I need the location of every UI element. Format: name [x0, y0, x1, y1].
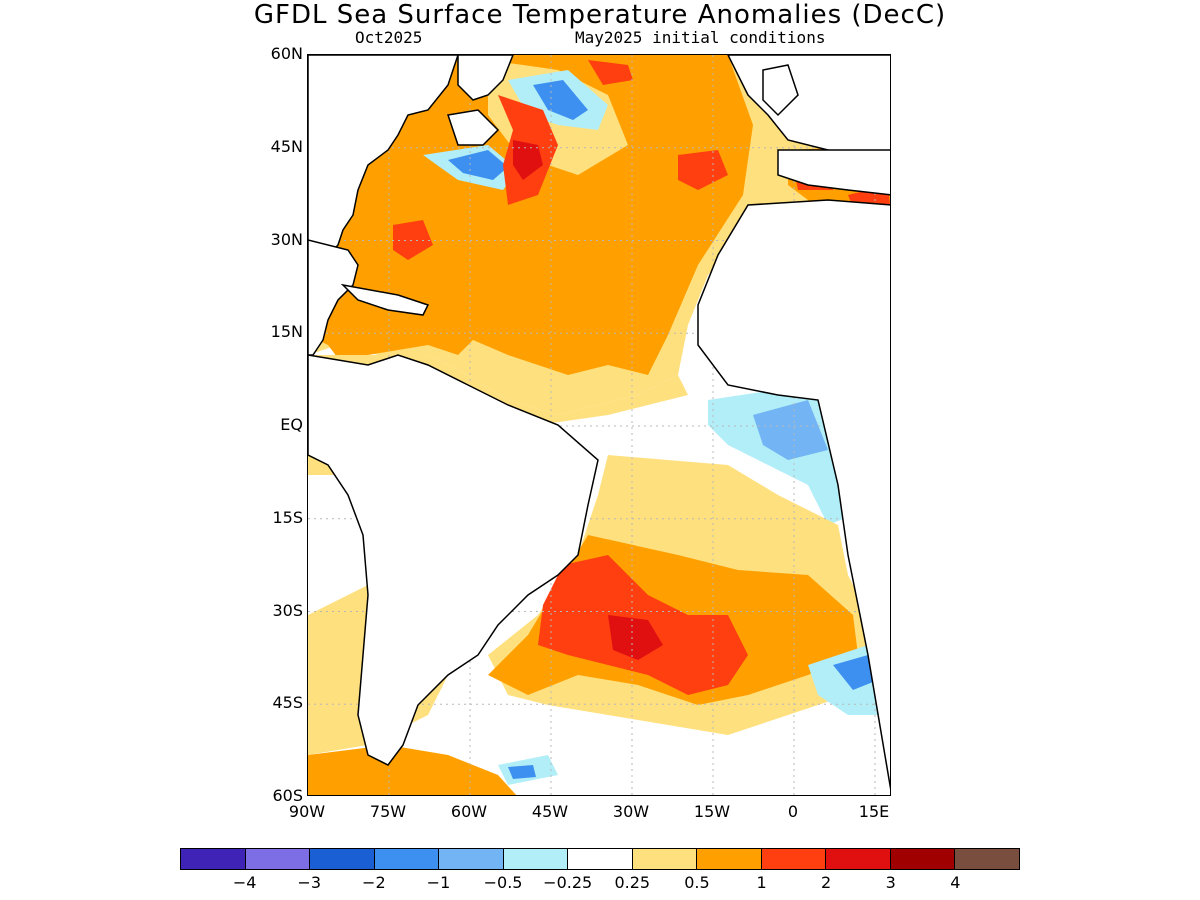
british-isles	[762, 64, 799, 117]
anomaly-region-eq-cold	[753, 400, 828, 460]
colorbar-label: 3	[885, 873, 896, 892]
anomaly-region-south-cold	[508, 765, 536, 779]
africa-coast	[697, 199, 890, 790]
newfoundland-coast	[447, 109, 500, 146]
lon-label: 45W	[531, 802, 569, 821]
colorbar-swatch	[568, 849, 633, 869]
lon-label: 75W	[369, 802, 407, 821]
lon-label: 15E	[858, 802, 890, 821]
colorbar-swatch	[890, 849, 956, 869]
chart-title: GFDL Sea Surface Temperature Anomalies (…	[253, 0, 947, 30]
colorbar-label: 0.5	[684, 873, 710, 892]
colorbar-label: 0.25	[614, 873, 651, 892]
colorbar-label: −1	[426, 873, 451, 892]
colorbar-label: −3	[297, 873, 322, 892]
colorbar-swatch	[826, 849, 891, 869]
anomaly-region-sa-veryhot	[608, 615, 663, 660]
lon-label: 30W	[612, 802, 650, 821]
colorbar-label: −4	[232, 873, 257, 892]
lat-label: 60S	[272, 786, 303, 805]
coastlines	[308, 55, 890, 790]
colorbar-swatch	[955, 849, 1019, 869]
lat-label: EQ	[280, 415, 303, 434]
map-canvas	[308, 55, 890, 795]
anomaly-region-gulfstream-veryhot	[513, 140, 543, 180]
lat-label: 15S	[272, 507, 303, 527]
colorbar-label: −0.25	[543, 873, 593, 892]
lat-label: 30S	[272, 600, 303, 620]
colorbar-swatch	[697, 849, 762, 869]
colorbar-label: −0.5	[483, 873, 523, 892]
colorbar-swatch	[503, 849, 569, 869]
init-conditions-label: May2025 initial conditions	[575, 28, 826, 47]
anomaly-region-na-hot-east	[678, 150, 728, 190]
colorbar-swatch	[761, 849, 827, 869]
colorbar-label: −2	[362, 873, 386, 892]
colorbar-swatch	[374, 849, 440, 869]
anomaly-region-na-warm	[308, 55, 753, 375]
colorbar-swatch	[181, 849, 246, 869]
anomaly-region-se-cold	[833, 655, 878, 690]
lon-label: 0	[787, 802, 799, 821]
colorbar-label: 4	[950, 873, 961, 892]
lon-label: 60W	[450, 802, 488, 821]
colorbar-label: 2	[821, 873, 832, 892]
anomaly-region-sw-warm	[308, 745, 517, 795]
lat-label: 30N	[270, 229, 303, 249]
sst-anomaly-map	[307, 54, 891, 796]
lat-label: 45S	[272, 693, 303, 713]
lat-label: 15N	[270, 322, 303, 342]
lon-label: 90W	[288, 802, 326, 821]
south-america-coast	[308, 354, 599, 766]
lon-label: 15W	[693, 802, 731, 821]
anomaly-region-nc-hot	[588, 60, 633, 85]
colorbar-swatch	[245, 849, 311, 869]
colorbar	[180, 848, 1020, 870]
lat-label: 45N	[270, 136, 303, 156]
anomaly-region-gulfstream-cold	[448, 150, 508, 180]
lat-label: 60N	[270, 44, 303, 63]
anomaly-region-nw-hot	[393, 220, 433, 260]
colorbar-swatch	[310, 849, 375, 869]
colorbar-label: 1	[756, 873, 767, 892]
mediterranean-sea	[777, 149, 890, 196]
valid-month-label: Oct2025	[355, 28, 423, 47]
caribbean-islands	[340, 283, 430, 316]
anomaly-region-labrador-cold	[533, 80, 588, 120]
colorbar-swatch	[439, 849, 504, 869]
colorbar-swatch	[632, 849, 698, 869]
greenland-coast	[457, 55, 514, 101]
